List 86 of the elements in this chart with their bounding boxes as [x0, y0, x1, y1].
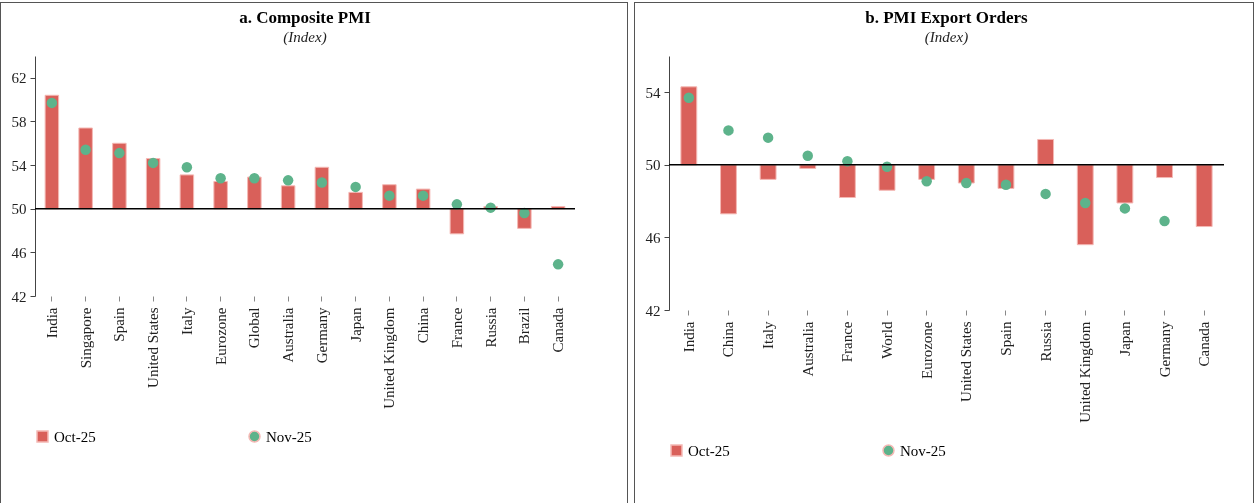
x-tick-label: Eurozone [212, 307, 229, 365]
x-tick-label: France [448, 307, 465, 349]
x-tick-label: China [720, 321, 737, 358]
bar [78, 127, 93, 210]
y-tick-label: 50 [11, 201, 27, 218]
y-tick-label: 46 [11, 244, 27, 261]
bar [1037, 138, 1055, 166]
x-tick-label: Spain [111, 307, 128, 342]
bar [720, 164, 737, 215]
bar [1195, 164, 1213, 228]
bar [1116, 164, 1134, 204]
legend-label: Oct-25 [688, 442, 730, 459]
point [215, 172, 226, 184]
y-tick-label: 46 [645, 229, 661, 246]
point [147, 157, 159, 169]
x-tick-label: Russia [482, 307, 499, 348]
x-tick-label: World [879, 321, 896, 359]
y-tick-label: 58 [11, 113, 27, 130]
bar [1076, 164, 1094, 246]
y-tick-label: 62 [11, 70, 27, 87]
x-tick-label: India [680, 321, 697, 353]
x-tick-label: China [415, 307, 432, 344]
point [181, 162, 193, 173]
x-tick-label: Germany [313, 307, 330, 364]
x-tick-label: Australia [280, 307, 297, 363]
bar [449, 208, 465, 235]
x-tick-label: Spain [997, 321, 1014, 356]
point [350, 181, 361, 193]
point [46, 97, 58, 109]
legend-label: Nov-25 [900, 442, 946, 459]
point [921, 175, 932, 187]
x-tick-label: United States [958, 321, 975, 402]
point [114, 147, 125, 159]
bar [348, 191, 363, 210]
y-tick-label: 54 [645, 84, 661, 101]
y-tick-label: 42 [11, 288, 27, 305]
point [451, 199, 463, 210]
point [80, 144, 91, 156]
x-tick-label: Brazil [516, 307, 533, 345]
x-tick-label: United Kingdom [1077, 321, 1094, 423]
bar [680, 86, 698, 166]
bar [44, 94, 60, 210]
x-tick-label: Canada [1196, 321, 1213, 367]
y-tick-label: 50 [645, 157, 661, 174]
chart-title: a. Composite PMI [239, 8, 372, 27]
x-tick-label: Italy [760, 321, 777, 349]
point [1080, 197, 1091, 209]
legend-label: Oct-25 [54, 428, 96, 445]
point [282, 175, 294, 186]
x-tick-label: United Kingdom [381, 307, 398, 409]
point [249, 172, 260, 184]
point [762, 132, 774, 143]
point [1159, 215, 1170, 227]
point [802, 150, 813, 162]
chart-title: b. PMI Export Orders [865, 8, 1029, 27]
point [723, 125, 734, 136]
x-tick-label: Russia [1037, 321, 1054, 362]
chart-subtitle: (Index) [283, 29, 327, 46]
bar [179, 174, 195, 210]
x-tick-label: Germany [1156, 321, 1173, 378]
x-tick-label: United States [145, 307, 162, 388]
x-tick-label: Eurozone [918, 321, 935, 379]
bar [280, 185, 296, 210]
x-tick-label: India [43, 307, 60, 339]
legend-label: Nov-25 [266, 428, 312, 445]
y-tick-label: 54 [11, 157, 27, 174]
x-tick-label: Japan [347, 307, 364, 342]
point [1040, 188, 1051, 200]
y-tick-label: 42 [645, 302, 661, 319]
point [1119, 203, 1131, 214]
point [1000, 179, 1012, 191]
x-tick-label: Japan [1116, 321, 1133, 356]
x-tick-label: Singapore [77, 307, 94, 369]
x-tick-label: France [839, 321, 856, 363]
point [961, 177, 972, 189]
bar [838, 164, 856, 199]
x-tick-label: Italy [178, 307, 195, 335]
point [552, 259, 564, 270]
x-tick-label: Canada [550, 307, 567, 353]
chart-subtitle: (Index) [924, 29, 969, 46]
x-tick-label: Global [246, 307, 263, 349]
bar [112, 142, 127, 210]
bar [759, 164, 777, 180]
x-tick-label: Australia [799, 321, 816, 377]
bar [213, 180, 228, 210]
point [683, 92, 695, 103]
